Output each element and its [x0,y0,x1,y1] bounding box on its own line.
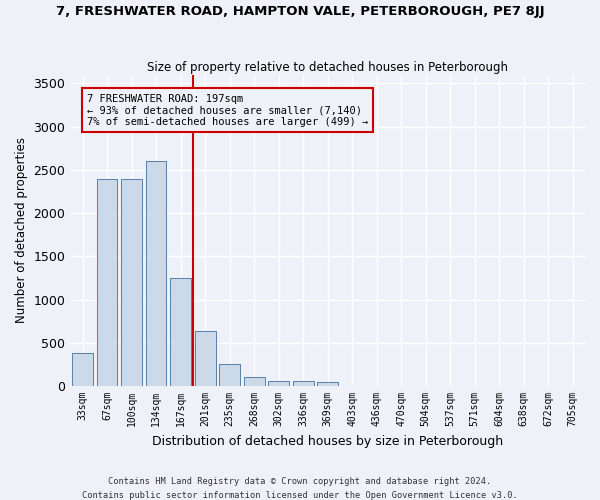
Bar [268,381,289,386]
Text: 7 FRESHWATER ROAD: 197sqm
← 93% of detached houses are smaller (7,140)
7% of sem: 7 FRESHWATER ROAD: 197sqm ← 93% of detac… [87,94,368,127]
Bar [146,161,166,386]
Text: 7, FRESHWATER ROAD, HAMPTON VALE, PETERBOROUGH, PE7 8JJ: 7, FRESHWATER ROAD, HAMPTON VALE, PETERB… [56,5,544,18]
Bar [121,180,142,386]
Bar [194,330,215,386]
Bar [219,364,240,386]
X-axis label: Distribution of detached houses by size in Peterborough: Distribution of detached houses by size … [152,434,503,448]
Y-axis label: Number of detached properties: Number of detached properties [15,138,28,324]
Bar [97,180,118,386]
Bar [293,382,314,386]
Bar [170,278,191,386]
Bar [244,378,265,386]
Text: Contains HM Land Registry data © Crown copyright and database right 2024.
Contai: Contains HM Land Registry data © Crown c… [82,478,518,500]
Bar [317,382,338,386]
Title: Size of property relative to detached houses in Peterborough: Size of property relative to detached ho… [147,60,508,74]
Bar [72,353,93,386]
